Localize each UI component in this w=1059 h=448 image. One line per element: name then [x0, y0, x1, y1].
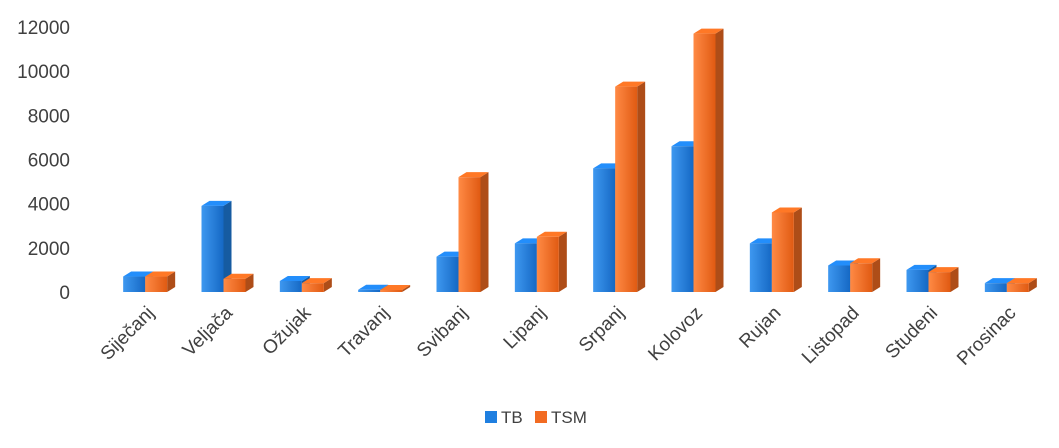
x-tick-label-11: Prosinac — [953, 303, 1020, 370]
x-tick-label-9: Listopad — [798, 303, 864, 369]
bar-top-tb-1 — [201, 200, 232, 206]
legend-label-tsm: TSM — [551, 408, 587, 427]
bar-top-tb-10 — [906, 264, 937, 270]
bar-front-tsm-7 — [693, 33, 716, 292]
x-tick-label-1: Veljača — [179, 302, 237, 360]
bar-tsm-8 — [771, 207, 802, 292]
bar-top-tsm-0 — [145, 271, 176, 277]
bar-top-tsm-11 — [1006, 278, 1037, 284]
legend-item-tsm: TSM — [535, 408, 587, 427]
x-tick-label-5: Lipanj — [500, 303, 551, 354]
bars-group — [123, 28, 1037, 292]
bar-side-tsm-0 — [167, 271, 176, 292]
bar-front-tb-4 — [436, 256, 459, 292]
x-tick-label-8: Rujan — [735, 303, 785, 353]
bar-top-tsm-3 — [380, 285, 411, 290]
bar-front-tb-9 — [828, 265, 851, 292]
bar-top-tsm-4 — [458, 172, 489, 178]
bar-tsm-3 — [380, 285, 411, 292]
bar-top-tb-2 — [279, 275, 310, 281]
x-tick-label-6: Srpanj — [575, 303, 629, 357]
bar-top-tsm-1 — [223, 273, 254, 279]
bar-tsm-0 — [145, 271, 176, 292]
y-tick-label-4: 8000 — [28, 106, 70, 127]
bar-front-tsm-3 — [380, 290, 403, 292]
y-tick-label-1: 2000 — [28, 239, 70, 260]
bar-tsm-7 — [693, 28, 724, 292]
legend: TB TSM — [485, 408, 587, 427]
bar-top-tsm-7 — [693, 28, 724, 34]
bar-top-tsm-10 — [928, 267, 959, 273]
bar-front-tb-1 — [201, 205, 224, 292]
bar-front-tsm-11 — [1006, 283, 1029, 292]
bar-front-tsm-4 — [458, 177, 481, 292]
bar-side-tsm-4 — [480, 172, 489, 292]
y-tick-label-0: 0 — [59, 283, 70, 304]
y-tick-label-2: 4000 — [28, 195, 70, 216]
bar-front-tsm-1 — [223, 278, 246, 292]
x-tick-label-0: Siječanj — [97, 303, 159, 365]
x-axis: Siječanj Veljača Ožujak Travanj Svibanj Lipan… — [97, 302, 1021, 369]
x-tick-label-2: Ožujak — [259, 302, 316, 359]
bar-top-tsm-5 — [536, 231, 567, 237]
bar-tsm-2 — [301, 278, 332, 292]
bar-front-tsm-8 — [771, 212, 794, 292]
bar-tsm-11 — [1006, 278, 1037, 292]
bar-front-tsm-2 — [301, 283, 324, 292]
x-tick-label-3: Travanj — [335, 303, 394, 362]
legend-item-tb: TB — [485, 408, 523, 427]
legend-swatch-tb — [485, 411, 497, 423]
bar-tsm-9 — [850, 258, 881, 292]
bar-front-tb-3 — [358, 289, 381, 292]
bar-front-tb-5 — [514, 243, 537, 292]
bar-top-tb-11 — [984, 278, 1015, 284]
bar-top-tsm-2 — [301, 278, 332, 284]
bar-top-tb-3 — [358, 284, 389, 290]
bar-tsm-1 — [223, 273, 254, 292]
bar-tsm-10 — [928, 267, 959, 292]
y-tick-label-5: 10000 — [17, 62, 70, 83]
bar-tsm-4 — [458, 172, 489, 292]
x-tick-label-4: Svibanj — [413, 303, 472, 362]
bar-tsm-6 — [615, 81, 646, 292]
bar-side-tb-1 — [223, 200, 232, 292]
bar-top-tsm-6 — [615, 81, 646, 87]
bar-side-tsm-10 — [950, 267, 959, 292]
x-tick-label-10: Studeni — [882, 303, 942, 363]
y-tick-label-3: 6000 — [28, 151, 70, 172]
bar-side-tsm-3 — [402, 285, 411, 292]
bar-front-tsm-5 — [536, 236, 559, 292]
bar-side-tsm-5 — [558, 231, 567, 292]
bar-front-tsm-0 — [145, 276, 168, 292]
bar-front-tb-6 — [593, 168, 616, 292]
bar-front-tb-11 — [984, 283, 1007, 292]
legend-swatch-tsm — [535, 411, 547, 423]
bar-side-tsm-11 — [1028, 278, 1037, 292]
bar-front-tb-2 — [279, 280, 302, 292]
y-tick-label-6: 12000 — [17, 18, 70, 39]
bar-side-tsm-8 — [793, 207, 802, 292]
bar-side-tsm-2 — [323, 278, 332, 292]
bar-front-tsm-6 — [615, 86, 638, 292]
bar-front-tsm-10 — [928, 272, 951, 292]
bar-side-tsm-1 — [245, 273, 254, 292]
bar-front-tb-7 — [671, 146, 694, 292]
bar-side-tsm-6 — [637, 81, 646, 292]
bar-top-tsm-9 — [850, 258, 881, 264]
bar-tb-1 — [201, 200, 232, 292]
bar-top-tb-0 — [123, 271, 154, 277]
legend-label-tb: TB — [501, 408, 523, 427]
x-tick-label-7: Kolovoz — [644, 303, 707, 366]
bar-top-tsm-8 — [771, 207, 802, 213]
bar-tsm-5 — [536, 231, 567, 292]
bar-front-tb-10 — [906, 269, 929, 292]
bar-front-tsm-9 — [850, 263, 873, 292]
bar-side-tsm-9 — [872, 258, 881, 292]
bar-front-tb-8 — [749, 243, 772, 292]
y-axis: 0 2000 4000 6000 8000 10000 12000 — [17, 18, 70, 304]
bar-front-tb-0 — [123, 276, 146, 292]
bar-side-tsm-7 — [715, 28, 724, 292]
